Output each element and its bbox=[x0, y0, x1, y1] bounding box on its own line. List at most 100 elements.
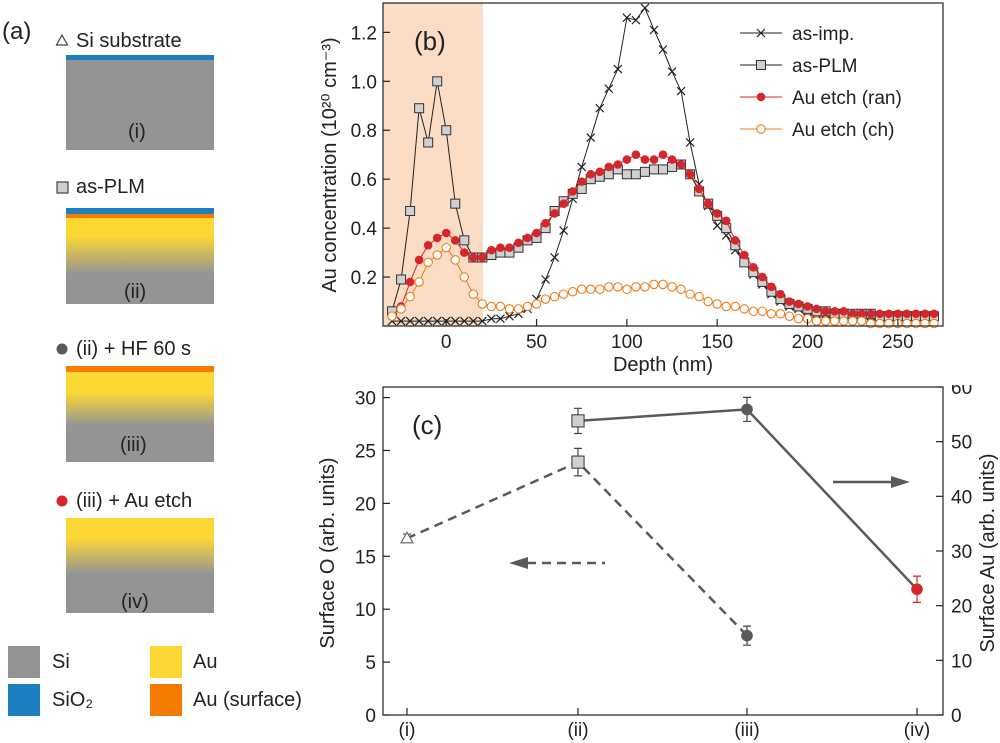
data-point bbox=[712, 209, 722, 218]
legend-au-surface-label: Au (surface) bbox=[193, 689, 302, 711]
c-ylabel-right: Surface Au (arb. units) bbox=[977, 454, 999, 653]
surface-composition-chart: 0 5 10 15 20 25 30 0 10 20 30 40 50 60 (i) (ii) (iii) (iv… bbox=[317, 385, 999, 741]
data-point bbox=[459, 248, 469, 257]
plot-frame-b bbox=[382, 2, 944, 327]
data-point bbox=[648, 164, 659, 175]
data-point bbox=[504, 304, 515, 314]
sample-iv-label: (iii) + Au etch bbox=[76, 490, 193, 512]
data-point bbox=[639, 166, 650, 177]
data-point bbox=[667, 67, 677, 76]
legend-sio2-swatch bbox=[8, 684, 40, 716]
data-point bbox=[649, 25, 659, 35]
data-point bbox=[848, 309, 857, 319]
data-point bbox=[767, 282, 776, 292]
data-point bbox=[405, 291, 415, 302]
data-point bbox=[523, 233, 532, 243]
data-point bbox=[658, 279, 668, 290]
x-tick-label: (iv) bbox=[904, 720, 930, 741]
data-point bbox=[785, 297, 794, 306]
legend-label: Au etch (ran) bbox=[792, 88, 902, 109]
data-point bbox=[414, 255, 424, 265]
x-tick-label: (iii) bbox=[734, 720, 759, 741]
data-point bbox=[567, 286, 578, 297]
data-point bbox=[477, 316, 487, 326]
y-left-tick-label: 5 bbox=[365, 653, 376, 674]
data-point bbox=[459, 316, 469, 326]
data-point bbox=[884, 309, 894, 319]
data-point bbox=[541, 218, 550, 228]
sample-ii-roman: (ii) bbox=[124, 281, 147, 303]
b-xlabel: Depth (nm) bbox=[613, 354, 713, 376]
data-point bbox=[571, 455, 585, 469]
data-point bbox=[721, 301, 731, 312]
data-point bbox=[676, 284, 686, 295]
near-surface-shaded-region bbox=[383, 3, 483, 326]
data-point bbox=[487, 245, 496, 255]
data-point bbox=[902, 309, 912, 319]
data-point bbox=[586, 133, 596, 143]
data-point bbox=[414, 316, 424, 326]
panel-c-label: (c) bbox=[412, 410, 442, 440]
data-point bbox=[658, 164, 668, 175]
data-point bbox=[505, 311, 514, 321]
legend-au-label: Au bbox=[193, 651, 218, 673]
data-point bbox=[396, 304, 406, 314]
data-point bbox=[893, 309, 903, 319]
data-point bbox=[550, 253, 560, 262]
data-point bbox=[630, 169, 641, 180]
data-point bbox=[640, 155, 650, 164]
series-line-1 bbox=[577, 408, 918, 591]
sample-iii-stack bbox=[66, 366, 214, 462]
data-point bbox=[812, 304, 821, 314]
data-point bbox=[400, 531, 414, 544]
data-point bbox=[495, 314, 505, 324]
data-point bbox=[478, 253, 487, 262]
sample-i-stack bbox=[66, 55, 214, 150]
data-point bbox=[712, 299, 722, 309]
data-point bbox=[776, 289, 785, 299]
sample-ii-stack bbox=[66, 208, 214, 304]
data-point bbox=[730, 236, 740, 245]
data-point bbox=[694, 184, 704, 194]
data-point bbox=[540, 294, 551, 304]
data-point bbox=[820, 316, 831, 326]
legend-si-swatch bbox=[8, 646, 40, 678]
y-left-tick-label: 30 bbox=[355, 389, 376, 410]
data-point bbox=[604, 282, 614, 292]
x-tick-label: 0 bbox=[441, 332, 452, 353]
data-point bbox=[794, 299, 803, 309]
data-point bbox=[631, 150, 641, 160]
legend-sio2-label: SiO₂ bbox=[52, 689, 94, 711]
data-point bbox=[531, 299, 542, 309]
data-point bbox=[450, 255, 461, 265]
y-left-tick-label: 15 bbox=[355, 547, 376, 568]
data-point bbox=[866, 309, 876, 319]
c-ylabel-left: Surface O (arb. units) bbox=[317, 457, 339, 648]
legend-label: as-imp. bbox=[792, 24, 854, 45]
legend-marker bbox=[756, 28, 766, 38]
y-tick-label: 0.8 bbox=[351, 121, 377, 142]
data-point bbox=[712, 221, 722, 231]
data-point bbox=[676, 86, 686, 96]
data-point bbox=[571, 414, 585, 428]
data-point bbox=[559, 226, 569, 235]
data-point bbox=[441, 125, 452, 136]
sio2-layer bbox=[66, 55, 214, 60]
y-left-tick-label: 20 bbox=[355, 494, 376, 515]
data-point bbox=[839, 307, 848, 316]
depth-profile-chart: 0 50 100 150 200 250 0.2 0.4 0.6 0.8 1.0 1.2 (b) De… bbox=[319, 2, 944, 376]
circle-red-marker-icon bbox=[56, 495, 68, 507]
data-point bbox=[459, 235, 470, 246]
y-right-tick-label: 20 bbox=[951, 597, 972, 618]
panel-b-label: (b) bbox=[414, 26, 446, 56]
data-point bbox=[911, 583, 923, 596]
data-point bbox=[423, 137, 434, 148]
data-point bbox=[613, 64, 623, 74]
data-point bbox=[514, 238, 523, 248]
sample-iii-roman: (iii) bbox=[120, 434, 147, 456]
data-point bbox=[505, 243, 514, 252]
data-point bbox=[803, 302, 812, 311]
data-point bbox=[793, 313, 804, 324]
panel-a-label: (a) bbox=[2, 18, 32, 45]
data-point bbox=[739, 250, 749, 260]
